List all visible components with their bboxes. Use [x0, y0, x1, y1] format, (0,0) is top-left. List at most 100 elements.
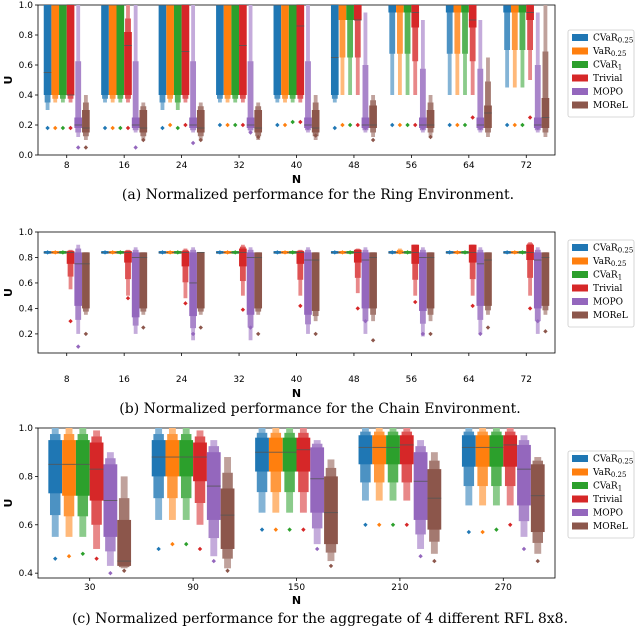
legend: CVaR0.25 VaR0.25 CVaR1 Trivial MOPO MOReL: [567, 239, 635, 328]
boxen-mid: [542, 51, 549, 133]
legend-swatch: [572, 61, 588, 68]
x-tick-label: 210: [391, 583, 408, 593]
boxen-box: [453, 5, 462, 13]
y-tick-label: 0.2: [19, 330, 33, 340]
boxen-cvar1-40: [288, 250, 297, 255]
boxen-outlier: [390, 250, 395, 255]
x-tick-label: 72: [521, 375, 532, 385]
boxen-box: [166, 5, 174, 95]
boxen-outlier: [83, 331, 89, 337]
boxen-outlier: [328, 563, 334, 569]
boxen-outlier: [370, 137, 376, 143]
boxen-cvar1-90: [179, 428, 194, 547]
boxen-morel-72: [541, 5, 550, 137]
boxen-outlier: [535, 318, 540, 324]
y-tick-label: 0.6: [19, 521, 34, 531]
boxen-box: [59, 5, 67, 95]
boxen-var0.25-40: [281, 4, 289, 128]
boxen-box: [541, 98, 550, 128]
boxen-var0.25-8: [51, 4, 60, 131]
boxen-var0.25-150: [268, 428, 283, 532]
boxen-box: [386, 435, 400, 465]
boxen-outlier: [512, 250, 517, 255]
boxen-box: [268, 437, 283, 472]
boxen-morel-32: [254, 252, 263, 337]
boxen-morel-32: [254, 102, 263, 140]
x-tick-label: 40: [291, 375, 303, 385]
boxen-box: [411, 5, 420, 28]
boxen-box: [475, 435, 490, 467]
legend-label: Trivial: [593, 495, 623, 505]
boxen-outlier: [313, 331, 318, 337]
boxen-box: [388, 5, 397, 13]
boxen-cvar1-48: [346, 4, 354, 128]
boxen-outlier: [432, 558, 437, 564]
boxen-box: [165, 440, 180, 477]
legend-label: CVaR0.25: [593, 455, 633, 466]
y-tick-label: 1.0: [19, 424, 34, 434]
boxen-mopo-72: [533, 12, 542, 133]
boxen-mopo-72: [533, 247, 542, 334]
legend-swatch: [572, 244, 588, 251]
boxen-outlier: [45, 125, 50, 131]
boxen-cvar1-16: [116, 4, 125, 131]
boxen-mopo-270: [517, 435, 531, 552]
boxen-box: [51, 5, 60, 95]
y-axis-label: U: [2, 76, 15, 85]
legend-label: VaR0.25: [592, 468, 626, 479]
boxen-cvar1-16: [116, 250, 125, 255]
boxen-box: [476, 252, 485, 306]
boxen-outlier: [485, 122, 491, 128]
boxen-outlier: [273, 527, 279, 532]
boxen-outlier: [314, 546, 320, 552]
boxen-outlier: [275, 250, 280, 255]
boxen-var0.25-16: [108, 4, 117, 131]
boxen-trivial-48: [353, 248, 362, 311]
boxen-mopo-40: [304, 247, 312, 334]
boxen-cvar1-24: [173, 4, 182, 131]
boxen-box: [158, 5, 167, 95]
boxen-mopo-30: [103, 452, 118, 576]
legend-label: MOPO: [593, 88, 623, 98]
boxen-outlier: [141, 137, 146, 143]
boxen-trivial-56: [411, 244, 420, 305]
legend-label: Trivial: [593, 74, 623, 84]
boxen-morel-270: [530, 457, 545, 564]
boxen-cvar0.25-72: [503, 4, 511, 128]
boxen-box: [254, 252, 263, 309]
boxen-outlier: [287, 527, 292, 532]
boxen-box: [75, 440, 90, 496]
boxen-outlier: [248, 130, 253, 135]
boxen-box: [426, 110, 435, 128]
legend-label: CVaR1: [593, 482, 622, 493]
boxen-outlier: [282, 250, 288, 255]
y-axis-label: U: [2, 288, 15, 297]
boxen-mid: [396, 5, 403, 54]
boxen-trivial-64: [468, 5, 477, 120]
panel-chain: 0.2 0.4 0.6 0.8 1.0 U 8 16 24 32 40 48 56 64 72 N CVaR0.…: [2, 228, 635, 400]
boxen-mopo-48: [361, 247, 370, 334]
boxen-box: [468, 244, 477, 263]
boxen-outlier: [363, 125, 368, 131]
boxen-morel-90: [220, 457, 235, 573]
boxen-outlier: [404, 522, 409, 527]
boxen-box: [517, 444, 531, 506]
boxen-cvar0.25-24: [158, 250, 167, 255]
boxen-trivial-150: [296, 428, 311, 532]
boxen-outlier: [175, 125, 180, 131]
x-tick-label: 270: [495, 583, 512, 593]
boxen-cvar0.25-24: [158, 4, 167, 131]
boxen-box: [62, 440, 76, 496]
x-tick-label: 8: [64, 375, 70, 385]
boxen-box: [411, 244, 420, 264]
boxen-outlier: [355, 306, 360, 311]
boxen-outlier: [94, 556, 99, 561]
boxen-mopo-210: [413, 440, 428, 559]
boxen-box: [361, 117, 370, 128]
boxen-outlier: [298, 119, 303, 125]
boxen-trivial-40: [296, 249, 305, 309]
boxen-cvar1-72: [518, 250, 527, 255]
boxen-box: [296, 5, 305, 95]
boxen-mid: [511, 5, 518, 50]
boxen-var0.25-24: [166, 250, 174, 255]
